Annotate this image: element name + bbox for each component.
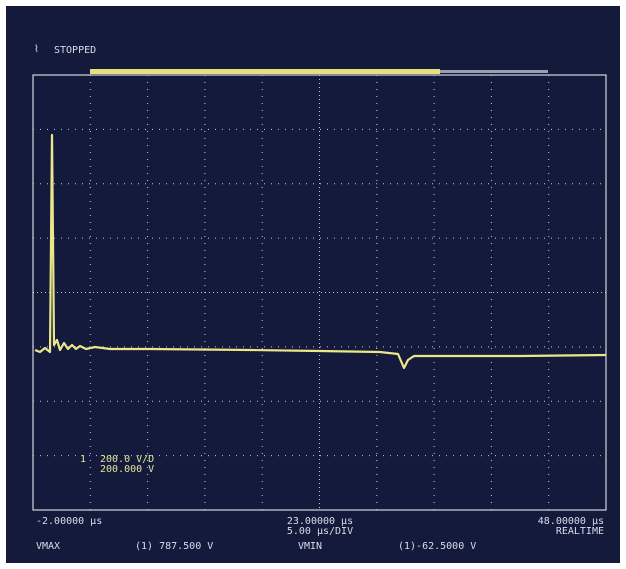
- channel-offset: 200.000 V: [100, 464, 154, 475]
- vmin-label: VMIN: [298, 541, 322, 552]
- screen-background: [6, 6, 620, 563]
- vmax-label: VMAX: [36, 541, 60, 552]
- vmin-value: (1)-62.5000 V: [398, 541, 476, 552]
- channel-number: 1: [80, 454, 86, 465]
- record-bar-rest: [440, 70, 548, 73]
- oscilloscope-screen: ⌇ STOPPED 1 200.0 V/D 200.000 V -2.00000…: [0, 0, 626, 569]
- record-bar: [90, 69, 440, 74]
- time-left: -2.00000 µs: [36, 516, 102, 527]
- vmax-value: (1) 787.500 V: [135, 541, 213, 552]
- status: STOPPED: [54, 45, 96, 56]
- time-per-div: 5.00 µs/DIV: [287, 526, 353, 537]
- trigger-icon: ⌇: [34, 44, 39, 55]
- acq-mode: REALTIME: [556, 526, 604, 537]
